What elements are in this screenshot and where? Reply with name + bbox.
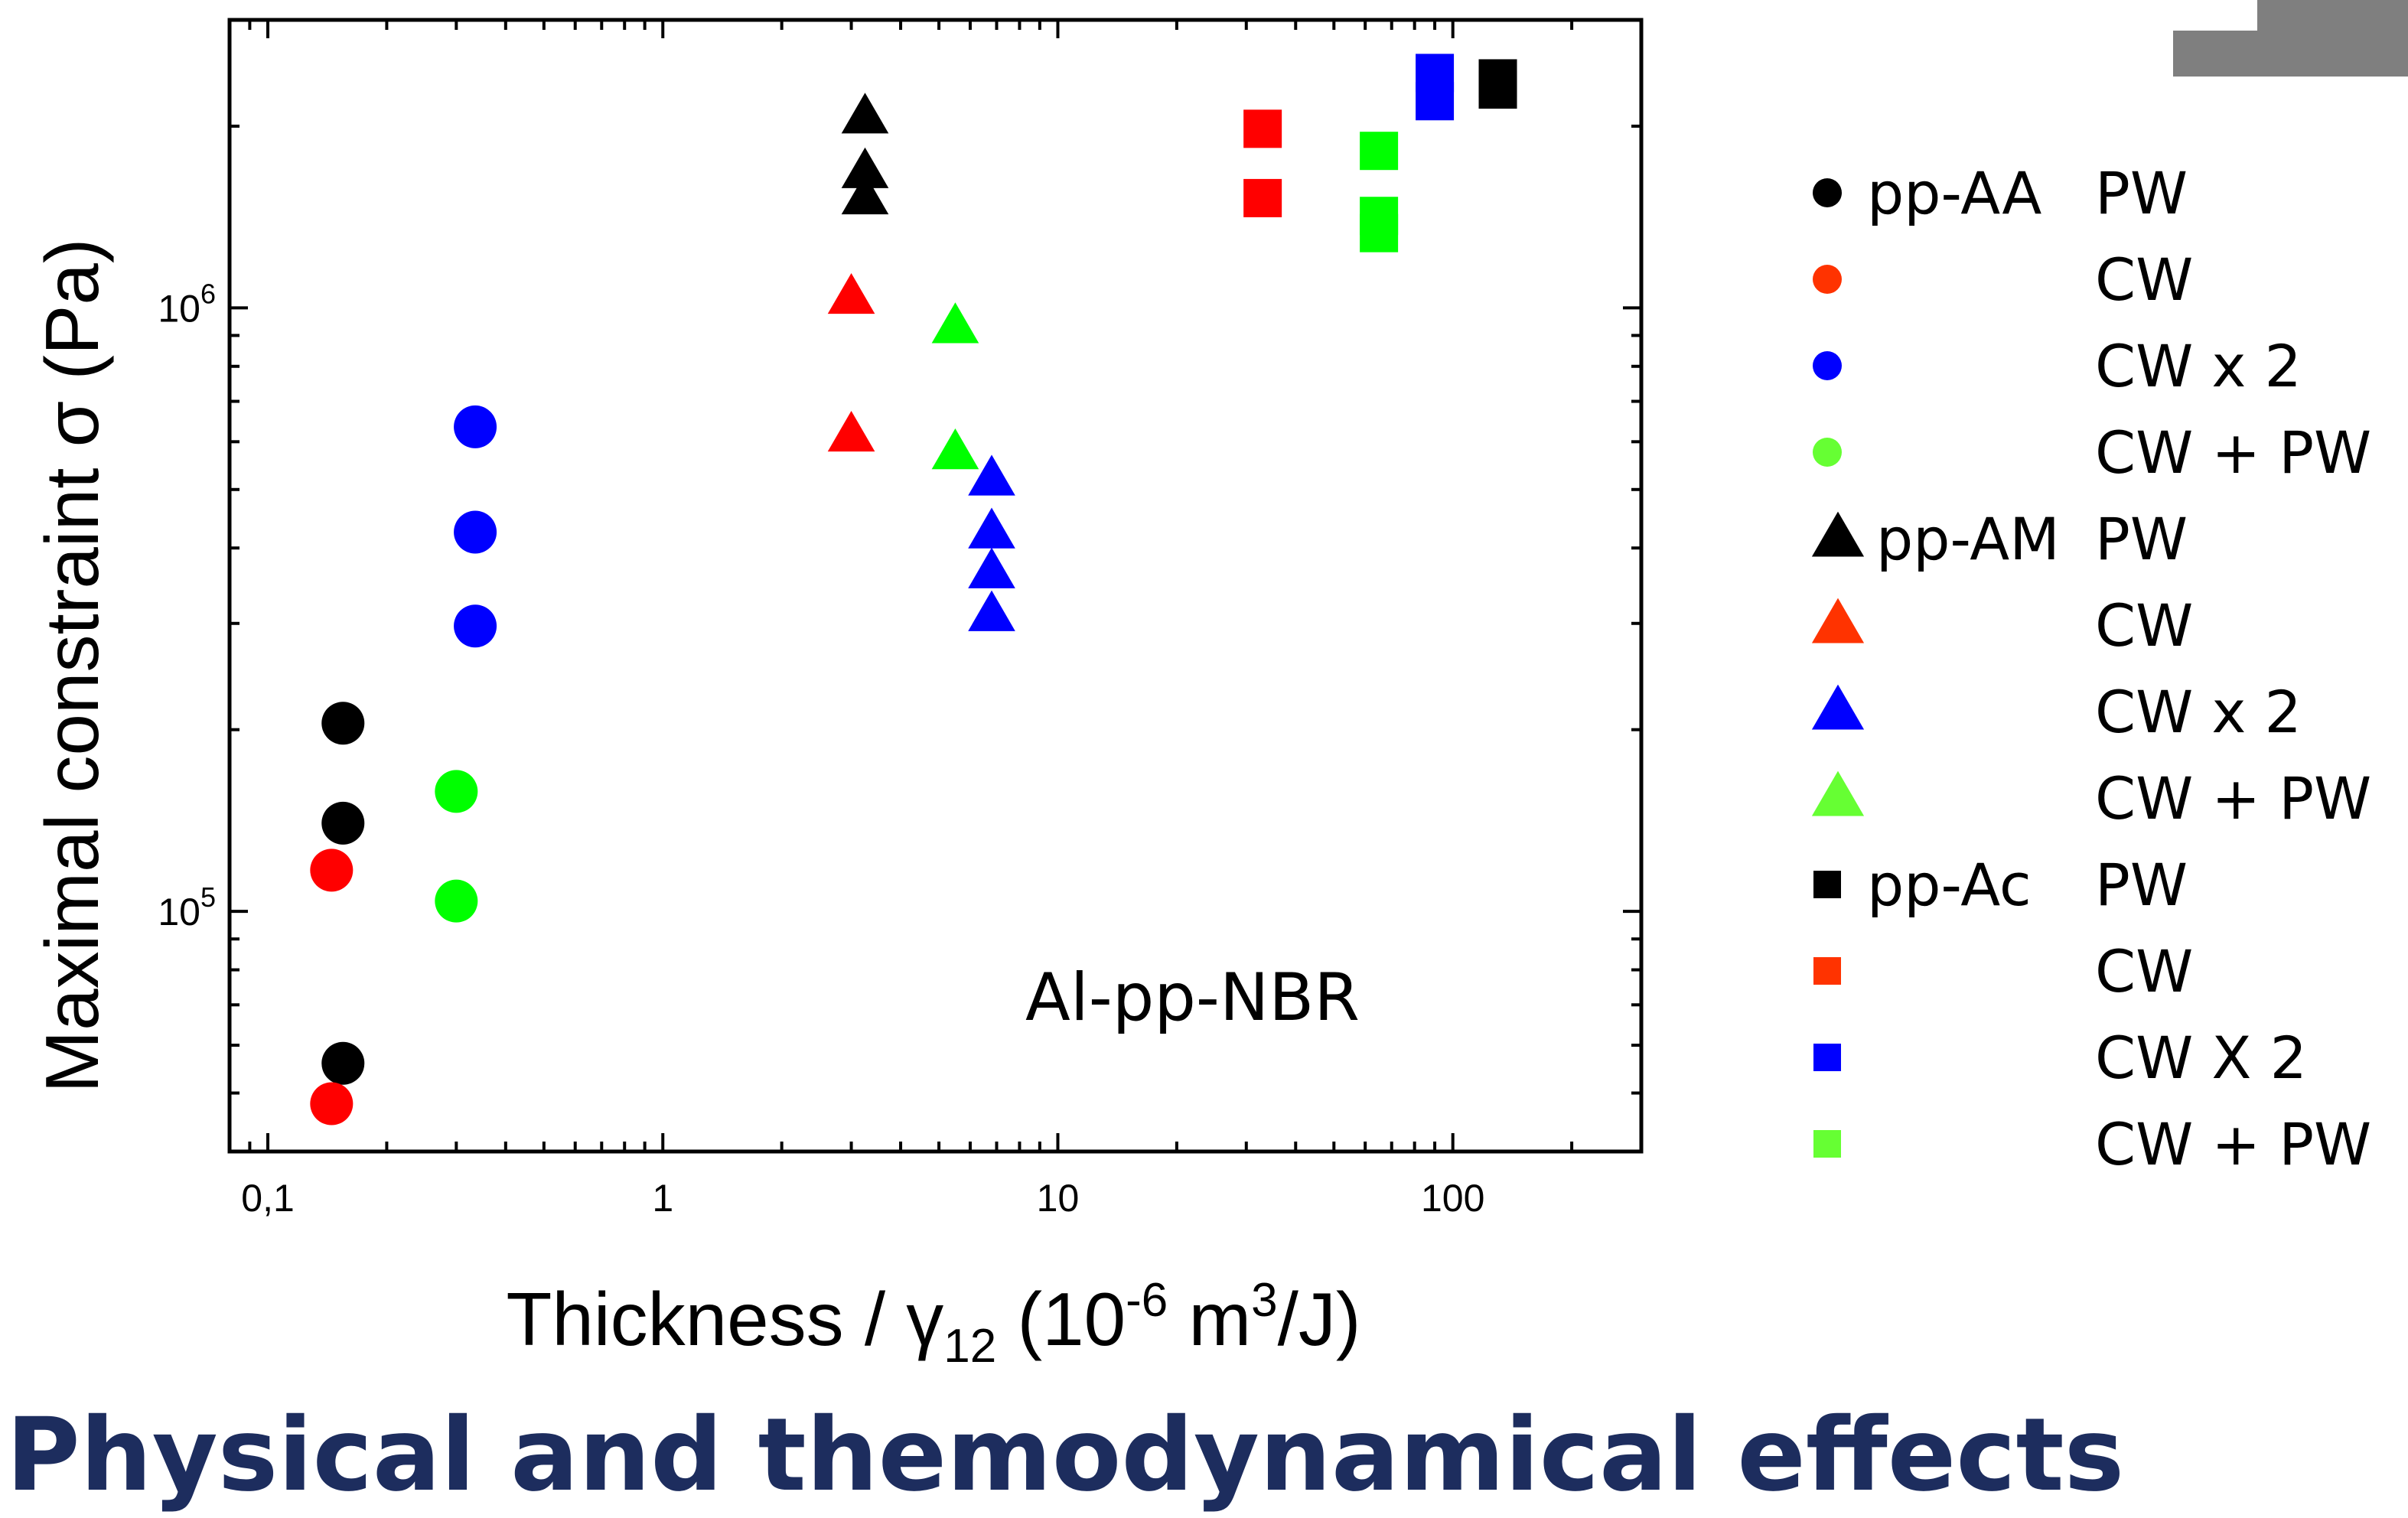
- data-point-am-cw2: [968, 547, 1015, 588]
- data-point-ac-cwpw: [1360, 213, 1399, 252]
- data-point-aa-cwpw: [435, 879, 478, 923]
- data-point-aa-cw: [310, 849, 354, 892]
- y-axis-title-symbol: σ: [30, 401, 114, 447]
- y-axis-title-unit: (Pa): [30, 238, 114, 380]
- legend-marker: [1811, 684, 1865, 730]
- legend-marker: [1813, 1044, 1841, 1071]
- legend-label: CW X 2: [2095, 1024, 2307, 1092]
- data-point-am-cw: [827, 410, 875, 452]
- y-axis-title-main: Maximal constraint: [30, 468, 114, 1093]
- legend-marker: [1813, 871, 1841, 898]
- data-point-ac-cw: [1243, 178, 1282, 217]
- legend-label: CW x 2: [2095, 332, 2302, 400]
- x-axis-title-pre: Thickness /: [506, 1277, 906, 1361]
- data-point-am-cw2: [968, 507, 1015, 549]
- data-point-aa-cw2: [454, 510, 497, 554]
- legend-marker: [1813, 265, 1842, 294]
- x-tick-label: 10: [1037, 1177, 1080, 1220]
- x-axis-title-unit-close: /J): [1278, 1277, 1361, 1361]
- corner-decoration-shape: [2173, 0, 2408, 77]
- x-axis-title-gamma-sub: 12: [943, 1320, 996, 1373]
- axis-frame: [227, 18, 1644, 1154]
- legend-marker: [1811, 770, 1865, 816]
- data-point-ac-pw: [1478, 70, 1517, 109]
- legend-marker: [1811, 598, 1865, 643]
- data-point-am-pw: [841, 93, 889, 134]
- data-points: [310, 54, 1517, 1125]
- data-point-am-pw: [841, 173, 889, 215]
- legend-label: PW: [2095, 159, 2188, 227]
- x-axis-ticks: 0,1 1 10 100: [228, 20, 1643, 1220]
- data-point-am-pw: [841, 147, 889, 188]
- y-tick-label: 105: [158, 881, 216, 933]
- plot-frame: [227, 18, 1644, 1154]
- data-point-ac-cw2: [1416, 82, 1455, 121]
- y-axis-title: Maximal constraint σ (Pa): [30, 238, 114, 1093]
- data-point-am-cw: [827, 272, 875, 314]
- slide-title: Physical and themodynamical effects: [6, 1396, 2125, 1514]
- data-point-aa-pw: [321, 801, 365, 845]
- x-axis-title: Thickness / γ12 (10-6 m3/J): [506, 1274, 1360, 1373]
- x-tick-label: 1: [652, 1177, 673, 1220]
- legend-label: CW: [2095, 246, 2193, 314]
- x-axis-title-unit-m-exp: 3: [1251, 1274, 1277, 1327]
- legend-label: CW x 2: [2095, 678, 2302, 746]
- chart-annotation: Al-pp-NBR: [1025, 959, 1360, 1036]
- legend-label: CW: [2095, 937, 2193, 1005]
- legend-group-label: pp-Ac: [1867, 851, 2032, 919]
- data-point-ac-cw: [1243, 109, 1282, 148]
- legend-label: CW + PW: [2095, 1110, 2371, 1178]
- x-tick-label: 0,1: [241, 1177, 295, 1220]
- data-point-am-cwpw: [931, 302, 979, 344]
- legend-label: CW + PW: [2095, 764, 2371, 832]
- legend: pp-AA PW CW CW x 2 CW + PW pp-AM PW CW CW x 2 CW …: [1811, 159, 2371, 1178]
- y-tick-label: 106: [158, 278, 216, 330]
- y-axis-ticks: 105 106: [158, 18, 1641, 1153]
- data-point-am-cw2: [968, 590, 1015, 631]
- legend-group-label: pp-AM: [1876, 505, 2060, 573]
- legend-group-label: pp-AA: [1867, 159, 2041, 227]
- data-point-aa-cw2: [454, 405, 497, 448]
- data-point-aa-pw: [321, 1041, 365, 1085]
- legend-marker: [1813, 1130, 1841, 1158]
- data-point-aa-cw: [310, 1082, 354, 1125]
- x-axis-title-gamma: γ: [906, 1277, 943, 1361]
- data-point-am-cw2: [968, 454, 1015, 496]
- legend-marker: [1813, 438, 1842, 467]
- legend-label: PW: [2095, 851, 2188, 919]
- legend-label: CW + PW: [2095, 419, 2371, 487]
- legend-marker: [1813, 957, 1841, 985]
- x-tick-label: 100: [1421, 1177, 1484, 1220]
- x-axis-title-unit-m: m: [1168, 1277, 1251, 1361]
- legend-marker: [1813, 351, 1842, 380]
- legend-label: PW: [2095, 505, 2188, 573]
- legend-marker: [1811, 511, 1865, 557]
- data-point-ac-cwpw: [1360, 132, 1399, 171]
- data-point-am-cwpw: [931, 428, 979, 470]
- data-point-aa-cw2: [454, 604, 497, 648]
- x-axis-title-unit-open: (10: [996, 1277, 1126, 1361]
- data-point-aa-cwpw: [435, 770, 478, 813]
- x-axis-title-unit-exp: -6: [1126, 1274, 1168, 1327]
- data-point-aa-pw: [321, 702, 365, 745]
- legend-label: CW: [2095, 591, 2193, 660]
- legend-marker: [1813, 178, 1842, 207]
